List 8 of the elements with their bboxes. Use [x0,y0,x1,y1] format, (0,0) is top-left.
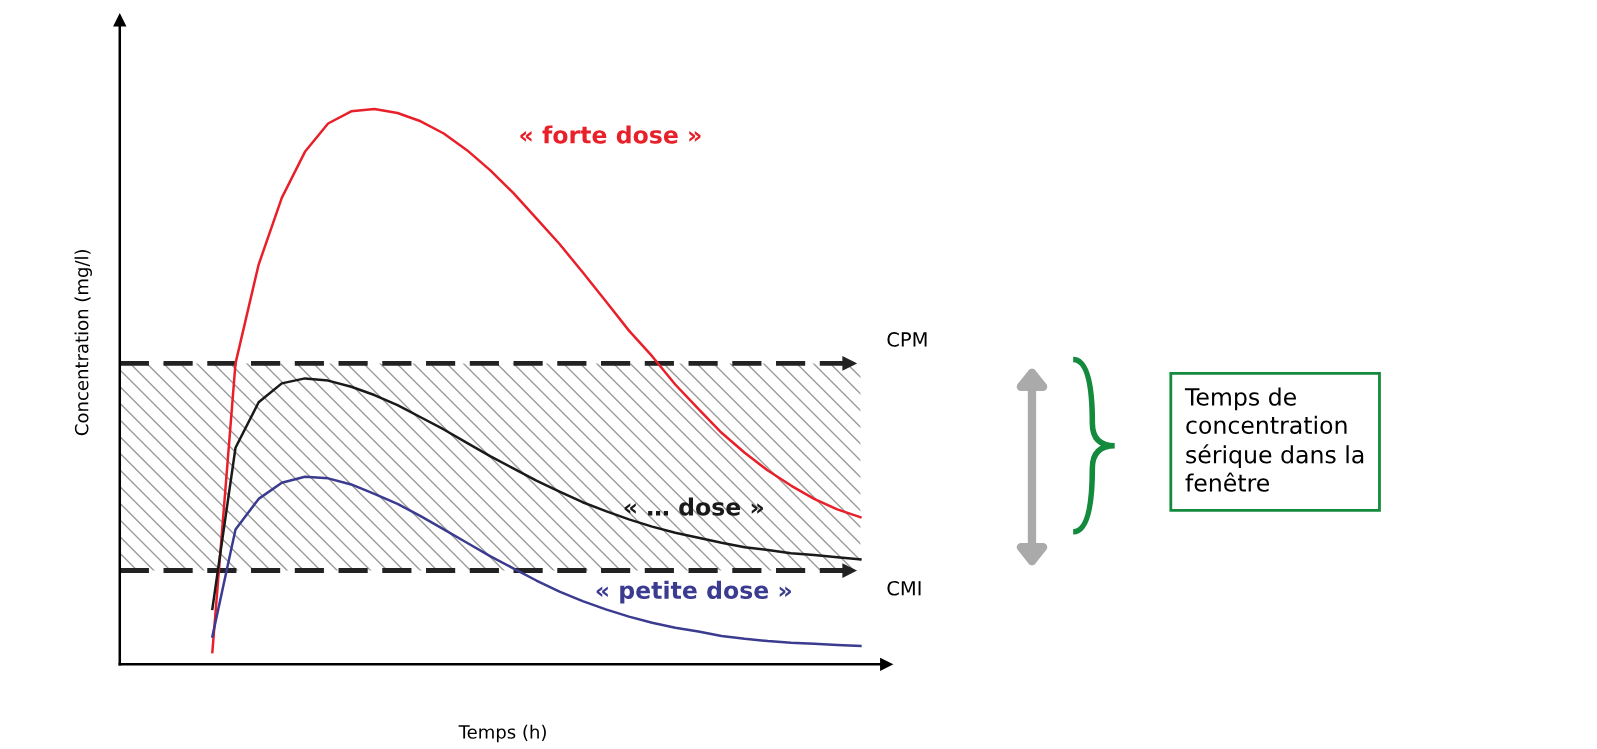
x-axis-title: Temps (h) [458,724,546,743]
ref-line-label: CMI [887,580,921,596]
ref-line-label: CPM [887,332,927,347]
y-axis-title: Concentration (mg/l) [74,249,92,436]
text: Temps de concentration sérique dans la fenêtre [1184,387,1364,492]
series-label: « forte dose » [520,125,701,144]
series-label: « … dose » [624,497,763,516]
series-label: « petite dose » [596,580,791,604]
